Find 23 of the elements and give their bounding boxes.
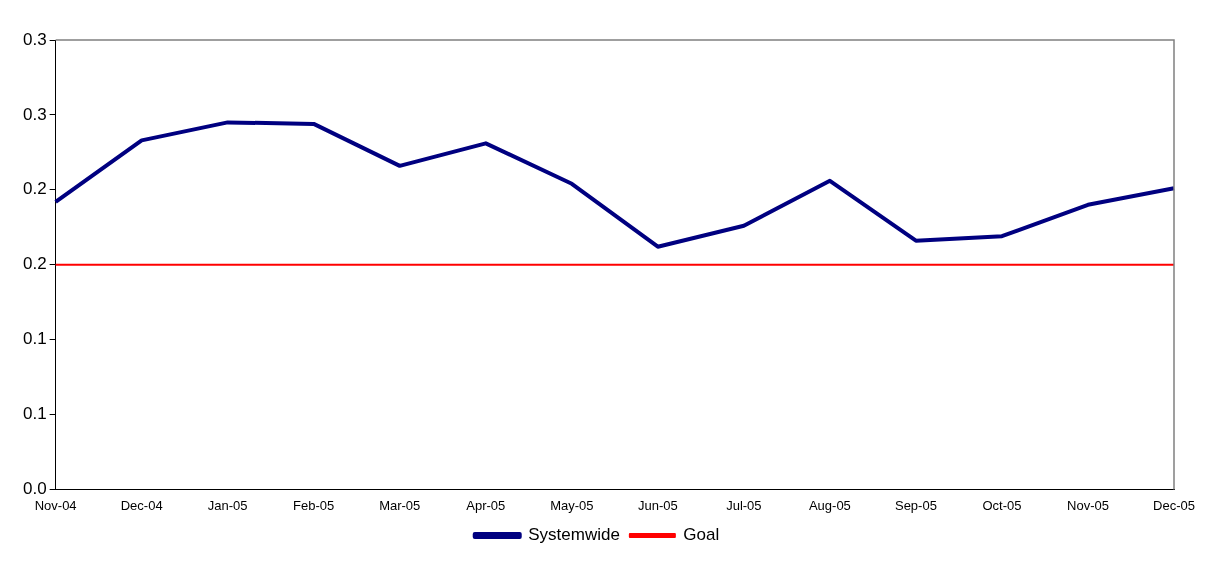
x-tick-label: Oct-05	[982, 497, 1022, 513]
legend-label: Systemwide	[528, 525, 620, 545]
x-tick-label: Nov-04	[34, 497, 77, 513]
x-tick-label: Nov-05	[1067, 497, 1109, 513]
x-tick-label: Sep-05	[894, 497, 937, 513]
x-tick-label: Aug-05	[808, 497, 851, 513]
y-tick-label: 0.1	[22, 329, 47, 349]
y-tick-label: 0.2	[22, 179, 47, 199]
x-tick-label: May-05	[550, 497, 594, 513]
x-tick-label: Dec-04	[120, 497, 163, 513]
x-tick-label: Jun-05	[637, 497, 678, 513]
x-tick-label: Dec-05	[1153, 497, 1195, 513]
y-tick-label: 0.1	[22, 404, 47, 424]
x-tick-label: Apr-05	[466, 497, 506, 513]
x-tick-label: Mar-05	[379, 497, 421, 513]
legend-label: Goal	[683, 525, 720, 545]
y-tick-label: 0.3	[22, 29, 47, 49]
x-tick-label: Feb-05	[293, 497, 335, 513]
x-tick-label: Jan-05	[207, 497, 248, 513]
y-tick-label: 0.3	[22, 104, 47, 124]
y-tick-label: 0.0	[22, 479, 47, 499]
y-tick-label: 0.2	[22, 254, 47, 274]
x-tick-label: Jul-05	[726, 497, 762, 513]
